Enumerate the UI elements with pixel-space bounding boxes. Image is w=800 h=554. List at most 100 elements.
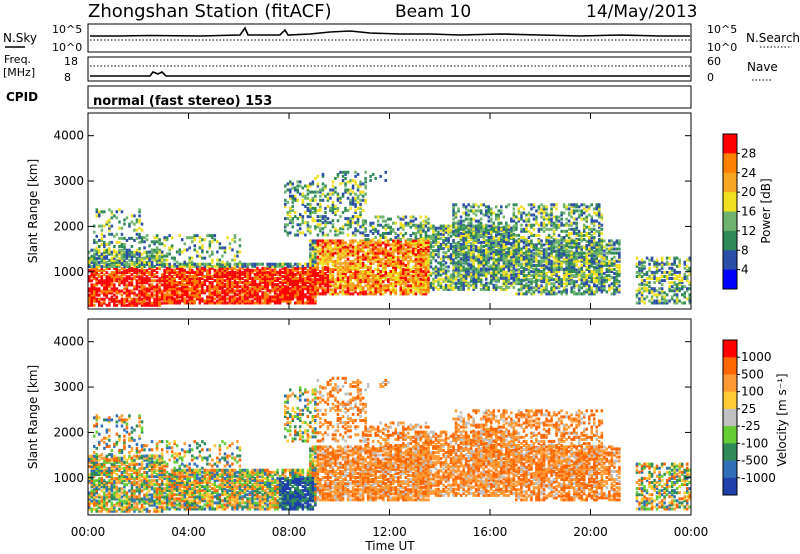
- data-cell: [346, 245, 350, 249]
- data-cell: [437, 267, 440, 271]
- data-cell: [485, 244, 488, 248]
- data-cell: [349, 276, 352, 280]
- data-cell: [258, 285, 262, 289]
- data-cell: [384, 286, 387, 290]
- data-cell: [228, 275, 232, 278]
- data-cell: [339, 290, 342, 294]
- data-cell: [346, 267, 350, 271]
- data-cell: [108, 218, 111, 222]
- data-cell: [467, 236, 470, 239]
- data-cell: [286, 264, 289, 268]
- data-cell: [505, 238, 508, 241]
- data-cell: [384, 255, 387, 259]
- data-cell: [349, 274, 352, 278]
- data-cell: [158, 291, 161, 295]
- data-cell: [464, 267, 468, 271]
- data-cell: [326, 243, 330, 247]
- data-cell: [273, 270, 277, 274]
- data-cell: [294, 283, 297, 287]
- data-cell: [487, 240, 490, 243]
- data-cell: [246, 297, 249, 301]
- data-cell: [299, 295, 302, 299]
- data-cell: [502, 270, 506, 274]
- data-cell: [485, 211, 488, 215]
- data-cell: [191, 293, 194, 297]
- data-cell: [198, 279, 202, 283]
- data-cell: [364, 280, 367, 284]
- data-cell: [170, 289, 174, 293]
- data-cell: [148, 301, 151, 305]
- data-cell: [482, 224, 485, 228]
- data-cell: [296, 283, 299, 287]
- data-cell: [105, 248, 109, 252]
- data-cell: [153, 299, 156, 303]
- data-cell: [103, 265, 106, 268]
- data-cell: [382, 215, 385, 219]
- data-cell: [206, 299, 209, 303]
- data-cell: [427, 265, 430, 269]
- data-cell: [188, 281, 191, 285]
- data-cell: [321, 186, 325, 190]
- data-cell: [329, 257, 332, 261]
- data-cell: [442, 279, 445, 283]
- data-cell: [90, 267, 93, 270]
- data-cell: [128, 271, 131, 275]
- data-cell: [88, 295, 91, 299]
- data-cell: [452, 254, 455, 258]
- data-cell: [555, 219, 558, 223]
- data-cell: [203, 289, 207, 293]
- data-cell: [545, 211, 548, 215]
- data-cell: [294, 275, 297, 278]
- data-cell: [399, 217, 402, 221]
- data-cell: [469, 209, 473, 213]
- data-cell: [294, 291, 297, 295]
- data-cell: [286, 182, 289, 186]
- data-cell: [158, 285, 161, 289]
- data-cell: [339, 274, 342, 278]
- data-cell: [148, 295, 151, 299]
- data-cell: [366, 255, 370, 259]
- data-cell: [412, 280, 415, 284]
- data-cell: [336, 251, 340, 255]
- data-cell: [216, 295, 219, 299]
- data-cell: [361, 270, 365, 273]
- data-cell: [346, 180, 350, 184]
- data-cell: [291, 285, 294, 289]
- data-cell: [321, 247, 325, 251]
- data-cell: [284, 279, 287, 283]
- data-cell: [331, 184, 335, 188]
- data-cell: [344, 182, 347, 186]
- data-cell: [346, 265, 350, 269]
- data-cell: [505, 221, 508, 225]
- data-cell: [359, 184, 362, 188]
- data-cell: [289, 194, 292, 198]
- data-cell: [550, 207, 553, 211]
- data-cell: [268, 289, 272, 293]
- noise-panel-frame: [87, 23, 692, 53]
- data-cell: [474, 213, 478, 217]
- data-cell: [201, 272, 204, 276]
- data-cell: [389, 292, 392, 296]
- data-cell: [319, 209, 322, 212]
- data-cell: [158, 295, 161, 299]
- data-cell: [402, 263, 405, 267]
- data-cell: [552, 229, 556, 233]
- data-cell: [218, 270, 222, 274]
- data-cell: [324, 278, 327, 282]
- data-cell: [103, 260, 106, 264]
- data-cell: [221, 266, 224, 270]
- data-cell: [505, 270, 508, 274]
- data-cell: [173, 289, 176, 293]
- data-cell: [339, 182, 342, 186]
- data-cell: [248, 281, 252, 285]
- data-cell: [442, 232, 445, 236]
- data-cell: [336, 272, 340, 275]
- data-cell: [472, 274, 475, 278]
- data-cell: [510, 252, 513, 256]
- data-cell: [110, 224, 114, 228]
- data-cell: [153, 248, 156, 252]
- data-cell: [160, 295, 164, 299]
- data-cell: [537, 223, 541, 227]
- data-cell: [299, 272, 302, 276]
